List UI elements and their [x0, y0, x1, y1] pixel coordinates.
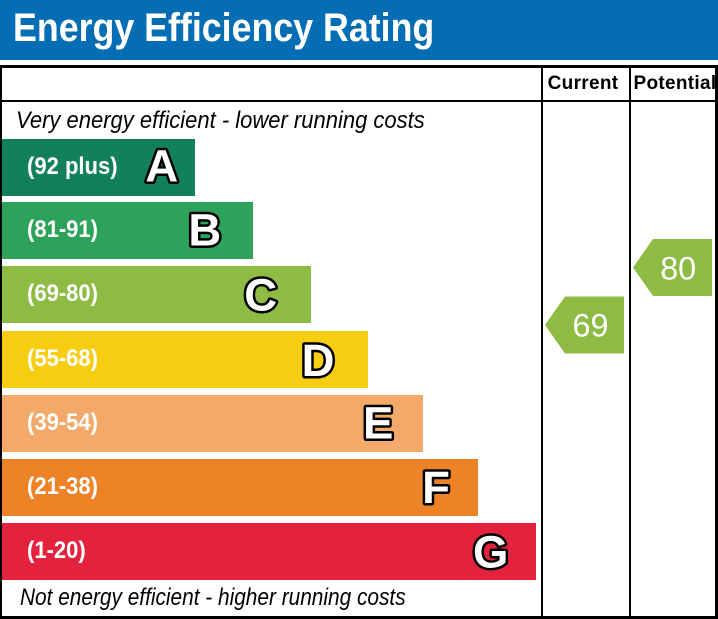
svg-text:69: 69	[573, 308, 609, 344]
svg-text:G: G	[473, 527, 508, 578]
svg-text:C: C	[244, 270, 277, 321]
svg-text:A: A	[145, 141, 178, 192]
svg-text:D: D	[302, 335, 335, 386]
svg-text:F: F	[422, 462, 450, 513]
svg-text:B: B	[188, 205, 221, 256]
svg-text:E: E	[363, 398, 393, 449]
svg-text:80: 80	[660, 250, 696, 286]
